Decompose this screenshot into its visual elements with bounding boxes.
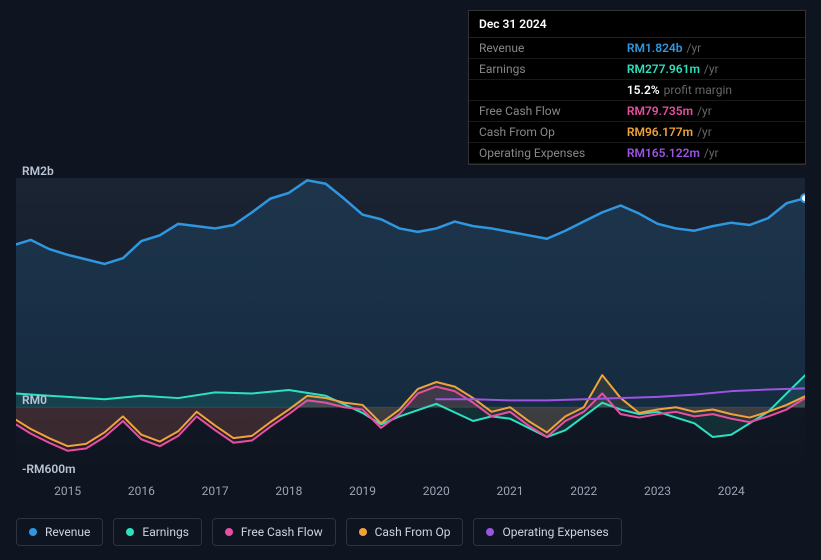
tooltip-row: Cash From OpRM96.177m/yr xyxy=(469,122,805,143)
tooltip-row-label: Earnings xyxy=(469,59,617,80)
chart-legend: Revenue Earnings Free Cash Flow Cash From O… xyxy=(16,518,622,546)
legend-label: Cash From Op xyxy=(375,525,451,539)
legend-item-opex[interactable]: Operating Expenses xyxy=(473,518,621,546)
tooltip-row-value: RM1.824b/yr xyxy=(617,38,805,59)
legend-item-revenue[interactable]: Revenue xyxy=(16,518,103,546)
x-axis-label: 2020 xyxy=(423,484,450,498)
x-axis-label: 2019 xyxy=(349,484,376,498)
tooltip-date: Dec 31 2024 xyxy=(469,11,805,38)
legend-label: Earnings xyxy=(142,525,189,539)
x-axis-label: 2015 xyxy=(54,484,81,498)
y-axis-label: RM0 xyxy=(22,393,47,407)
tooltip-table: RevenueRM1.824b/yrEarningsRM277.961m/yr1… xyxy=(469,38,805,164)
x-axis-label: 2018 xyxy=(275,484,302,498)
legend-dot-icon xyxy=(359,528,367,536)
legend-dot-icon xyxy=(225,528,233,536)
y-axis-label: -RM600m xyxy=(22,462,76,476)
legend-label: Free Cash Flow xyxy=(241,525,323,539)
tooltip-row-value: 15.2%profit margin xyxy=(617,80,805,101)
x-axis-label: 2017 xyxy=(202,484,229,498)
x-axis-label: 2022 xyxy=(570,484,597,498)
tooltip-row-value: RM79.735m/yr xyxy=(617,101,805,122)
tooltip-row-label: Free Cash Flow xyxy=(469,101,617,122)
tooltip-row-label: Cash From Op xyxy=(469,122,617,143)
chart-plot-area[interactable] xyxy=(16,178,805,476)
tooltip-row: Free Cash FlowRM79.735m/yr xyxy=(469,101,805,122)
tooltip-row: Operating ExpensesRM165.122m/yr xyxy=(469,143,805,164)
tooltip-row: 15.2%profit margin xyxy=(469,80,805,101)
tooltip-row-value: RM277.961m/yr xyxy=(617,59,805,80)
legend-item-fcf[interactable]: Free Cash Flow xyxy=(212,518,336,546)
tooltip-row-value: RM165.122m/yr xyxy=(617,143,805,164)
tooltip-row-label: Operating Expenses xyxy=(469,143,617,164)
tooltip-row: EarningsRM277.961m/yr xyxy=(469,59,805,80)
x-axis-label: 2024 xyxy=(718,484,745,498)
tooltip-row: RevenueRM1.824b/yr xyxy=(469,38,805,59)
tooltip-row-label xyxy=(469,80,617,101)
legend-label: Operating Expenses xyxy=(502,525,608,539)
series-end-marker xyxy=(801,194,805,202)
x-axis-label: 2021 xyxy=(497,484,524,498)
x-axis-label: 2016 xyxy=(128,484,155,498)
legend-label: Revenue xyxy=(45,525,90,539)
chart-tooltip: Dec 31 2024 RevenueRM1.824b/yrEarningsRM… xyxy=(468,10,806,165)
legend-item-earnings[interactable]: Earnings xyxy=(113,518,202,546)
legend-dot-icon xyxy=(126,528,134,536)
x-axis-label: 2023 xyxy=(644,484,671,498)
legend-dot-icon xyxy=(486,528,494,536)
tooltip-row-value: RM96.177m/yr xyxy=(617,122,805,143)
financials-chart-container: Dec 31 2024 RevenueRM1.824b/yrEarningsRM… xyxy=(0,0,821,560)
y-axis-label: RM2b xyxy=(22,164,54,178)
legend-dot-icon xyxy=(29,528,37,536)
legend-item-cfo[interactable]: Cash From Op xyxy=(346,518,464,546)
tooltip-row-label: Revenue xyxy=(469,38,617,59)
